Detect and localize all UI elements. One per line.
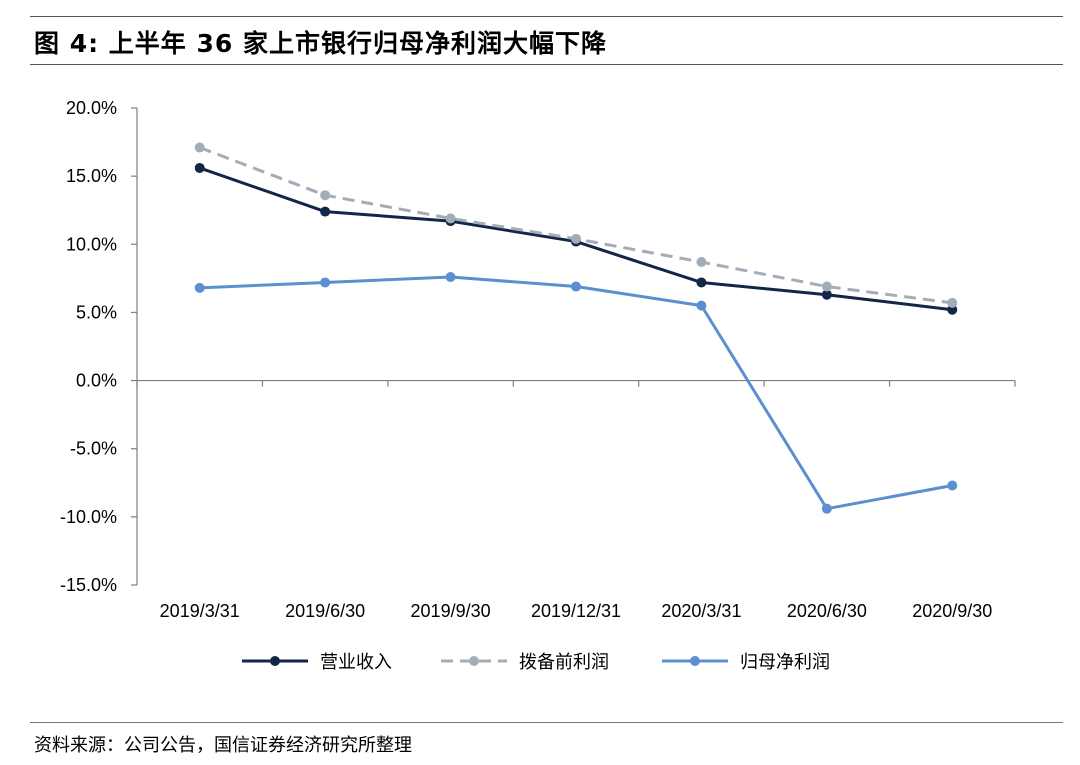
series-line-2 <box>199 146 953 305</box>
data-point <box>571 281 581 292</box>
series-line-3 <box>199 275 953 511</box>
tick-labels: 20.0% 15.0% 10.0% 5.0% 0.0% -5.0% -10.0% -15.0%… <box>60 98 992 621</box>
data-point <box>821 289 832 300</box>
figure-title: 图 4: 上半年 36 家上市银行归母净利润大幅下降 <box>34 29 607 58</box>
y-tick-label: 10.0% <box>66 234 117 254</box>
data-point <box>320 190 331 201</box>
data-point <box>696 277 707 288</box>
legend-label: 拨备前利润 <box>519 652 609 673</box>
x-tick-label: 2019/3/31 <box>160 601 240 621</box>
y-tick-label: 5.0% <box>76 302 117 322</box>
data-point <box>320 206 331 217</box>
y-tick-label: 15.0% <box>66 166 117 186</box>
series-lines <box>199 146 953 511</box>
data-point <box>696 257 707 268</box>
legend-label: 营业收入 <box>320 652 392 673</box>
x-tick-label: 2019/12/31 <box>531 601 621 621</box>
y-tick-label: -15.0% <box>60 575 117 595</box>
y-tick-label: 0.0% <box>76 371 117 391</box>
series-points <box>194 142 958 514</box>
x-tick-label: 2020/6/30 <box>787 601 867 621</box>
legend-label: 归母净利润 <box>740 652 830 673</box>
data-point <box>194 142 205 153</box>
legend: 营业收入 拨备前利润 归母净利润 <box>242 652 830 673</box>
x-tick-label: 2020/9/30 <box>912 601 992 621</box>
y-tick-label: 20.0% <box>66 98 117 118</box>
data-point <box>821 503 832 514</box>
data-point <box>947 297 958 308</box>
title-rule <box>30 64 1063 65</box>
data-point <box>696 300 707 311</box>
data-point <box>821 281 832 292</box>
top-rule <box>30 16 1063 17</box>
data-point <box>194 282 205 293</box>
data-point <box>320 277 331 288</box>
y-tick-label: -5.0% <box>70 439 117 459</box>
x-tick-label: 2019/9/30 <box>411 601 491 621</box>
data-point <box>571 233 581 244</box>
legend-marker <box>469 656 479 666</box>
data-point <box>445 271 456 282</box>
data-point <box>445 213 456 224</box>
source-note: 资料来源：公司公告，国信证券经济研究所整理 <box>34 735 412 756</box>
legend-marker <box>270 656 280 666</box>
x-tick-label: 2019/6/30 <box>285 601 365 621</box>
y-tick-label: -10.0% <box>60 507 117 527</box>
legend-marker <box>690 656 700 666</box>
data-point <box>947 480 958 491</box>
data-point <box>194 162 205 173</box>
x-tick-label: 2020/3/31 <box>661 601 741 621</box>
chart-axes <box>131 107 1016 586</box>
source-rule <box>30 722 1063 723</box>
